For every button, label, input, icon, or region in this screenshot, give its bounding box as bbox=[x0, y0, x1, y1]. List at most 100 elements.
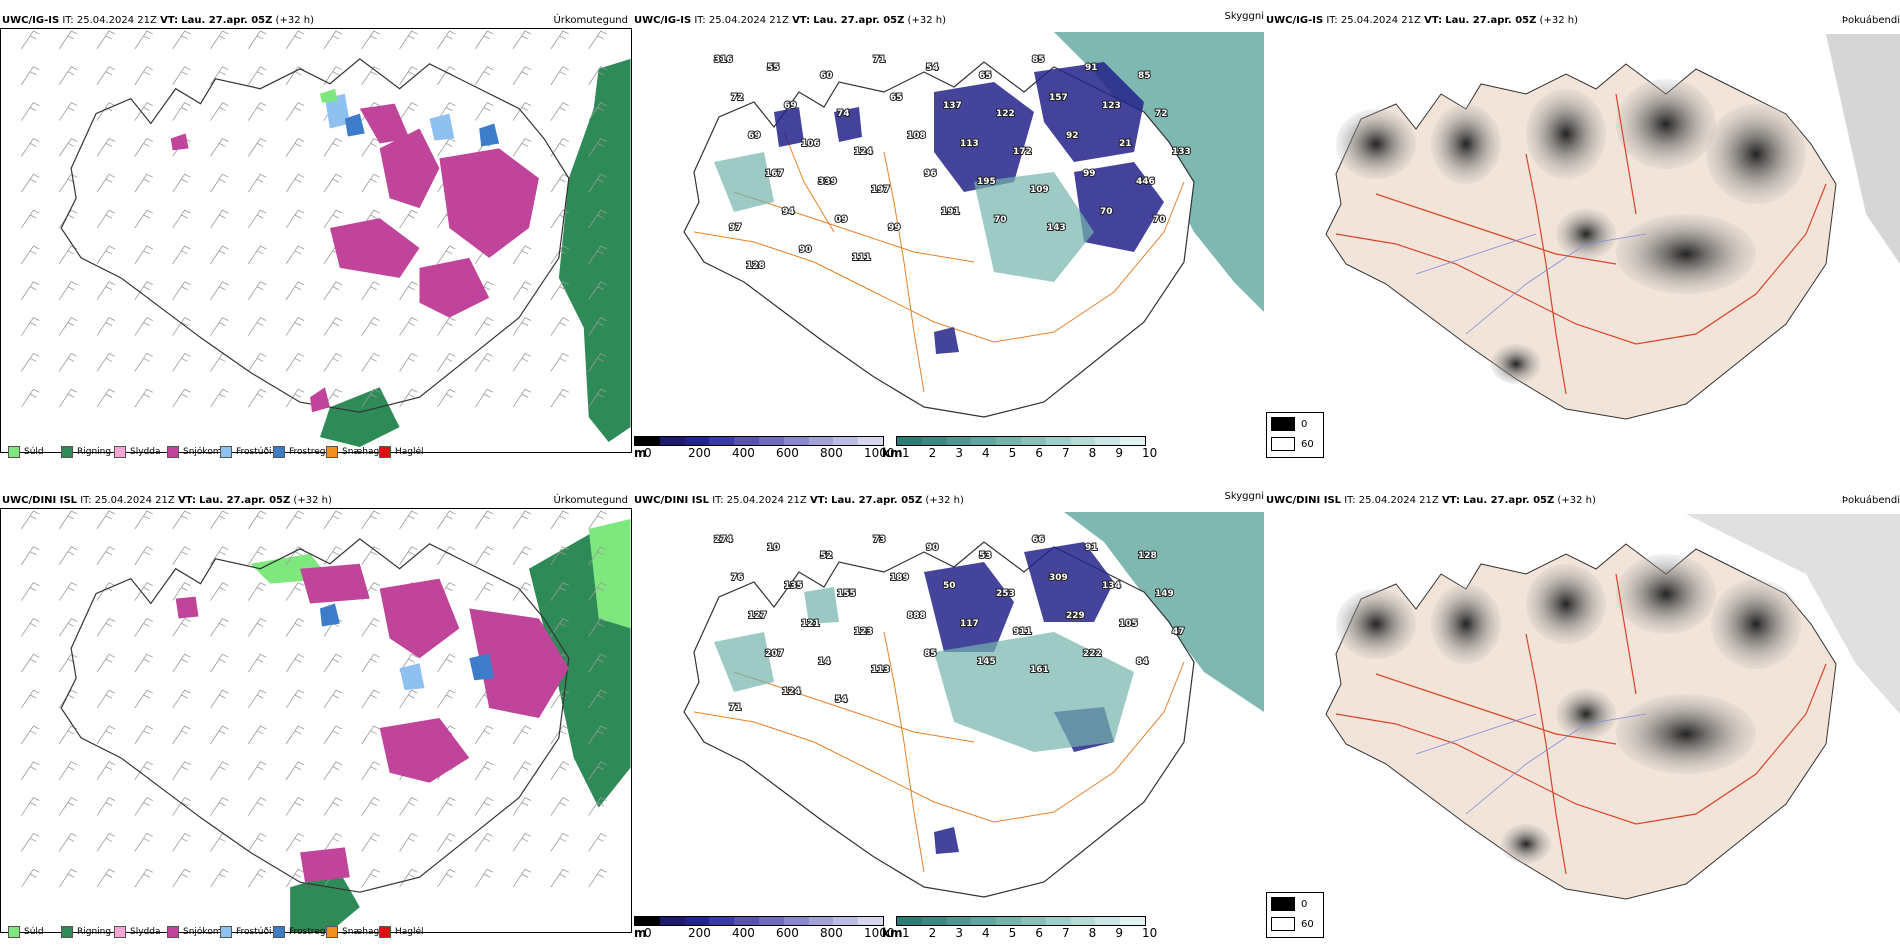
colorbar-tick: 5 bbox=[1008, 926, 1017, 940]
wind-barb bbox=[96, 653, 116, 673]
colorbar-segment bbox=[858, 917, 883, 925]
wind-barb bbox=[210, 66, 229, 85]
wind-barb bbox=[361, 868, 380, 888]
wind-barb bbox=[210, 689, 229, 709]
lead-time: (+32 h) bbox=[907, 15, 946, 26]
fog-legend-swatch bbox=[1271, 917, 1295, 931]
wind-barb bbox=[550, 832, 569, 852]
wind-barb bbox=[172, 510, 191, 530]
wind-barb bbox=[474, 317, 494, 336]
wind-barb bbox=[437, 832, 456, 852]
wind-barb bbox=[247, 868, 267, 888]
model-name: UWC/DINI ISL bbox=[634, 495, 710, 506]
wind-barb bbox=[588, 725, 607, 745]
wind-barb bbox=[512, 510, 532, 530]
legend-item: Frostregn bbox=[273, 446, 331, 458]
legend-label: Haglél bbox=[395, 927, 424, 937]
legend-swatch bbox=[273, 446, 285, 458]
wind-barb bbox=[512, 352, 532, 372]
wind-barb bbox=[172, 546, 191, 565]
wind-barb bbox=[323, 281, 343, 300]
wind-barb bbox=[399, 352, 418, 372]
wind-barb bbox=[58, 797, 78, 816]
cloud-base-label: 66 bbox=[1032, 535, 1045, 545]
wind-barb bbox=[58, 617, 78, 637]
fog-legend-item: 0 bbox=[1271, 417, 1307, 431]
cloud-base-label: 309 bbox=[1049, 573, 1068, 583]
cloud-base-label: 108 bbox=[907, 131, 926, 141]
wind-barb bbox=[550, 281, 569, 300]
freezing-rain-areas bbox=[319, 603, 495, 681]
colorbar-unit: m bbox=[634, 926, 647, 940]
wind-barb bbox=[134, 102, 153, 121]
wind-barb bbox=[399, 797, 418, 816]
wind-barb bbox=[172, 173, 191, 193]
wind-barb bbox=[512, 582, 532, 601]
cloud-base-label: 76 bbox=[731, 573, 744, 583]
colorbar-segment bbox=[783, 437, 809, 445]
wind-barb bbox=[21, 30, 40, 50]
wind-barb bbox=[210, 137, 229, 157]
cloud-base-label: 91 bbox=[1085, 63, 1098, 73]
colorbar-tick: 5 bbox=[1008, 446, 1017, 460]
wind-barb bbox=[361, 30, 380, 50]
colorbar-segment bbox=[684, 437, 710, 445]
wind-barb bbox=[96, 209, 116, 229]
wind-barb bbox=[134, 209, 153, 229]
wind-barb bbox=[512, 868, 532, 888]
wind-barb bbox=[285, 689, 305, 709]
legend-swatch bbox=[114, 446, 126, 458]
wind-barb bbox=[247, 546, 267, 565]
colorbar-segment bbox=[833, 437, 859, 445]
wind-barb bbox=[512, 797, 532, 816]
wind-barb bbox=[474, 352, 494, 372]
wind-barb bbox=[474, 761, 494, 780]
wind-barb bbox=[58, 30, 78, 50]
fog-legend-label: 60 bbox=[1301, 918, 1314, 930]
roads bbox=[693, 131, 1185, 393]
rivers bbox=[1415, 233, 1647, 335]
cloud-base-label: 55 bbox=[767, 63, 780, 73]
wind-barb bbox=[134, 761, 153, 780]
lead-time: (+32 h) bbox=[275, 15, 314, 26]
snow-areas bbox=[175, 563, 569, 883]
wind-barb bbox=[588, 797, 607, 816]
cloud-colorbar-top bbox=[634, 436, 884, 446]
wind-barb bbox=[134, 66, 153, 85]
colorbar-tick: 0 bbox=[644, 446, 652, 460]
wind-barb bbox=[172, 832, 191, 852]
legend-swatch bbox=[8, 446, 20, 458]
cloud-base-label: 73 bbox=[873, 535, 886, 545]
cloud-base-label: 92 bbox=[1066, 131, 1079, 141]
wind-barb bbox=[247, 761, 267, 780]
fog-legend-label: 0 bbox=[1301, 418, 1308, 430]
legend-label: Haglél bbox=[395, 447, 424, 457]
colorbar-tick: 200 bbox=[688, 926, 711, 940]
wind-barb bbox=[134, 868, 153, 888]
colorbar-tick: 600 bbox=[776, 926, 799, 940]
cloud-base-label: 72 bbox=[1155, 109, 1168, 119]
cloud-base-label: 21 bbox=[1119, 139, 1132, 149]
cloud-base-label: 123 bbox=[1102, 101, 1121, 111]
colorbar-unit: km bbox=[882, 446, 903, 460]
colorbar-segment bbox=[709, 917, 735, 925]
lead-time: (+32 h) bbox=[925, 495, 964, 506]
wind-barb bbox=[550, 868, 569, 888]
it-label: IT: bbox=[694, 15, 706, 26]
wind-barb bbox=[134, 137, 153, 157]
cloud-base-label: 133 bbox=[1172, 147, 1191, 157]
wind-barb bbox=[172, 689, 191, 709]
cloud-base-label: 91 bbox=[1085, 543, 1098, 553]
wind-barb bbox=[437, 653, 456, 673]
roads bbox=[1335, 93, 1827, 395]
fog-legend-swatch bbox=[1271, 897, 1295, 911]
wind-barb bbox=[285, 546, 305, 565]
fog-legend-label: 60 bbox=[1301, 438, 1314, 450]
wind-barb bbox=[247, 245, 267, 265]
it-value: 25.04.2024 21Z bbox=[726, 495, 807, 506]
wind-barb bbox=[134, 388, 153, 408]
wind-barb bbox=[96, 797, 116, 816]
precip-panel-top: UWC/IG-IS IT: 25.04.2024 21Z VT: Lau. 27… bbox=[0, 14, 632, 464]
cloud-base-label: 316 bbox=[714, 55, 733, 65]
wind-barb bbox=[58, 137, 78, 157]
